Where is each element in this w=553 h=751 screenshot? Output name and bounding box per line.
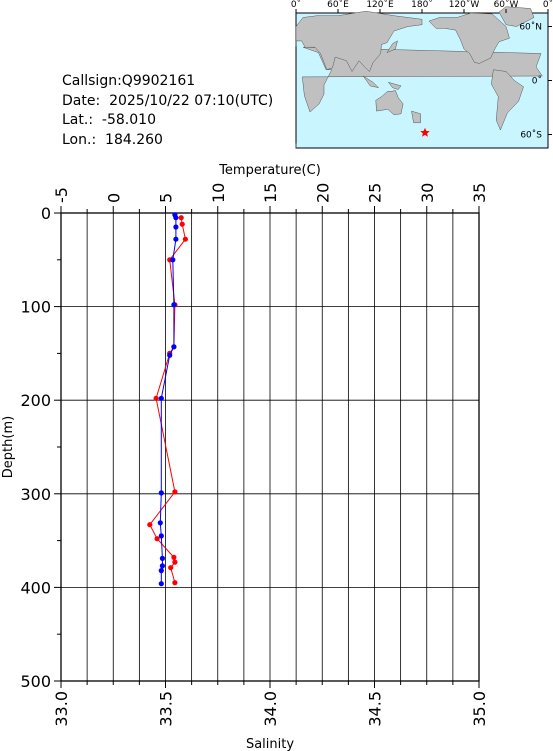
salinity-data-point [171,302,177,308]
salinity-data-point [173,236,179,242]
temperature-data-point [171,554,177,561]
salinity-data-point [159,555,165,562]
temperature-tick-label: -5 [52,187,71,203]
salinity-profile-line [159,214,177,584]
map-lat-label: 60˚S [520,130,542,141]
map-island [362,75,380,89]
salinity-data-point [171,344,177,350]
salinity-data-point [157,520,163,526]
temperature-tick-label: 20 [313,183,332,203]
salinity-tick-label: 34.5 [366,691,385,727]
temperature-data-point [178,215,184,221]
temperature-tick-label: 35 [470,183,489,203]
temperature-tick-label: 25 [366,183,385,203]
depth-tick-label: 400 [20,578,51,597]
map-lon-label: 120˚E [366,0,394,10]
temperature-data-point [172,559,178,565]
map-lon-label: 0˚ [291,0,301,10]
latitude-text: Lat.: -58.010 [62,112,156,128]
temperature-data-point [147,522,153,528]
salinity-data-point [173,215,179,221]
depth-tick-label: 500 [20,672,51,691]
depth-tick-label: 0 [41,204,51,223]
salinity-data-point [167,352,173,358]
map-lon-label: 120˚W [449,0,480,10]
depth-tick-label: 200 [20,391,51,410]
map-lon-label: 0˚ [543,0,553,10]
location-star-icon [420,127,430,137]
temperature-tick-label: 10 [209,183,228,203]
map-island [387,81,402,90]
map-island [411,110,421,124]
map-landmass [375,90,404,115]
map-lon-label: 60˚E [327,0,349,10]
temperature-data-point [182,236,188,242]
map-landmass [498,6,535,27]
depth-tick-label: 100 [20,298,51,317]
salinity-tick-label: 34.0 [261,691,280,727]
depth-axis-title: Depth(m) [1,416,16,478]
map-landmass [491,69,524,131]
temperature-tick-label: 15 [261,183,280,203]
salinity-axis-title: Salinity [246,737,294,751]
map-lon-label: 180˚ [411,0,433,10]
temperature-data-point [153,395,159,401]
location-map: 0˚ 60˚E 120˚E 180˚ 120˚W 60˚W 0˚ 60˚N 0˚ 60˚S [291,0,553,149]
map-lat-label: 60˚N [519,22,542,33]
callsign-text: Callsign:Q9902161 [62,73,196,89]
longitude-text: Lon.: 184.260 [62,131,163,148]
temperature-tick-label: 5 [157,193,176,203]
salinity-tick-label: 33.0 [52,691,71,727]
temperature-data-point [172,489,178,495]
temperature-tick-label: 30 [418,183,437,203]
salinity-data-point [158,490,164,496]
salinity-data-point [173,224,179,230]
salinity-tick-label: 33.5 [157,691,176,727]
temperature-axis-title: Temperature(C) [218,163,321,178]
salinity-data-point [158,568,164,574]
salinity-tick-label: 35.0 [470,691,489,727]
map-landmass [428,12,510,64]
depth-tick-label: 300 [20,485,51,504]
salinity-data-point [170,257,176,263]
temperature-data-point [154,536,160,542]
map-island [386,40,398,54]
temperature-tick-label: 0 [104,193,123,203]
float-info-block: Callsign:Q9902161 Date: 2025/10/22 07:10… [62,72,273,150]
salinity-data-point [158,581,164,587]
temperature-data-point [179,221,185,227]
date-text: Date: 2025/10/22 07:10(UTC) [62,92,274,109]
salinity-data-point [158,395,164,401]
map-lon-label: 60˚W [494,0,519,10]
salinity-data-point [159,563,165,569]
temperature-data-point [168,565,174,571]
map-lat-label: 0˚ [532,76,542,87]
temperature-data-point [172,580,178,586]
salinity-data-point [158,533,164,539]
map-landmass [295,10,423,72]
